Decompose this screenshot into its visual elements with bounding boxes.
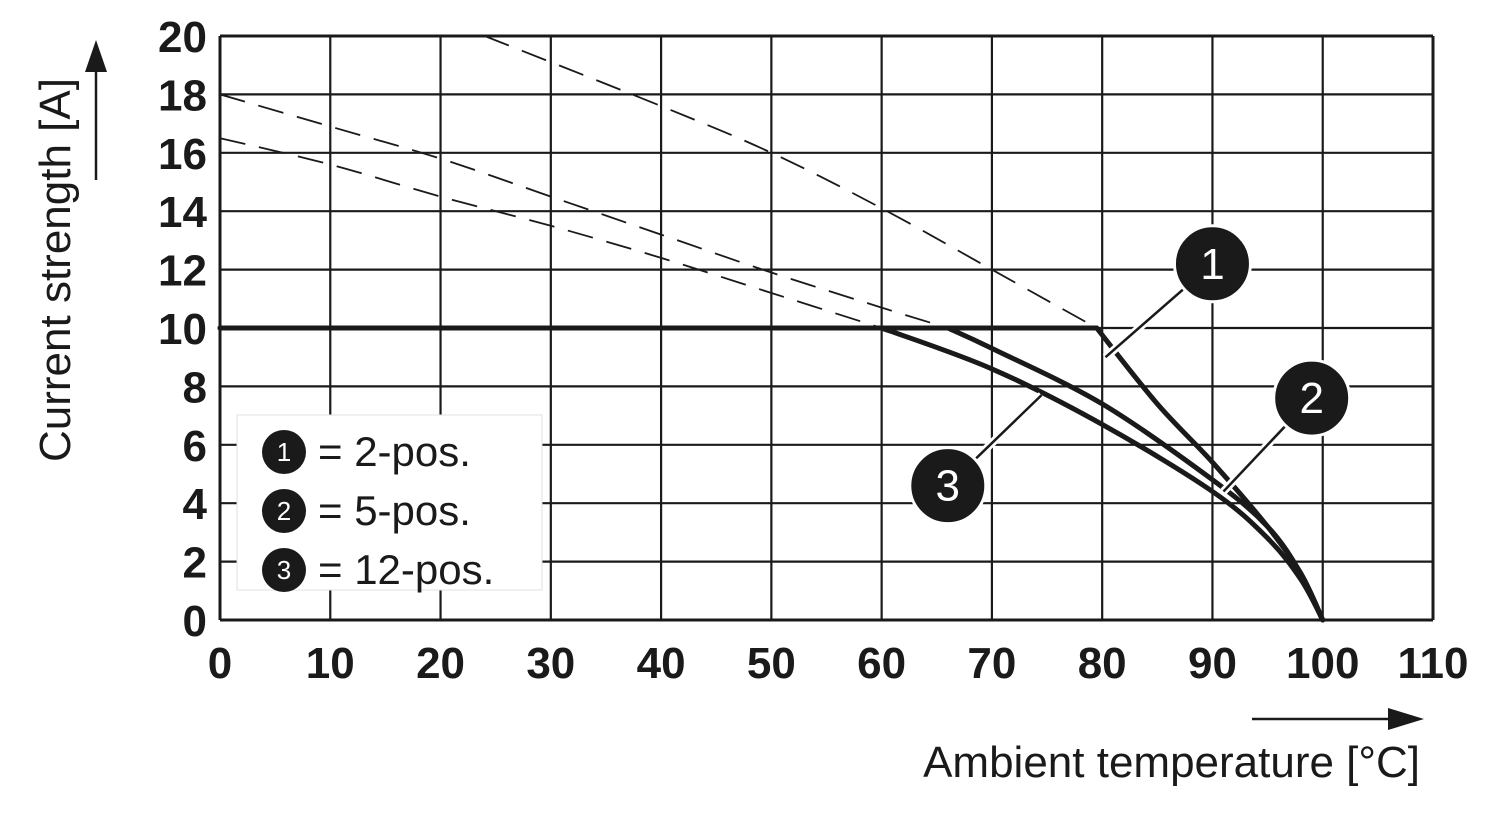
legend-label-2: = 5-pos. bbox=[318, 487, 471, 534]
x-tick-label: 40 bbox=[637, 639, 686, 688]
x-tick-label: 90 bbox=[1188, 639, 1237, 688]
legend-entry-1: 1 = 2-pos. bbox=[262, 428, 471, 475]
x-tick-label: 20 bbox=[416, 639, 465, 688]
y-tick-label: 14 bbox=[158, 188, 207, 237]
y-tick-label: 4 bbox=[183, 480, 208, 529]
y-tick-label: 16 bbox=[158, 130, 207, 179]
series-1-dashed-extension bbox=[484, 36, 1098, 329]
y-axis-title: Current strength [A] bbox=[31, 78, 80, 462]
series-3-curve bbox=[879, 325, 1326, 623]
series-lines bbox=[217, 325, 1326, 623]
x-axis-title: Ambient temperature [°C] bbox=[923, 738, 1420, 787]
y-tick-label: 8 bbox=[183, 363, 207, 412]
y-axis-arrow-head bbox=[85, 40, 107, 72]
legend-label-3: = 12-pos. bbox=[318, 546, 494, 593]
y-tick-label: 2 bbox=[183, 539, 207, 588]
y-tick-label: 6 bbox=[183, 422, 207, 471]
x-tick-label: 10 bbox=[306, 639, 355, 688]
x-axis-arrow-head bbox=[1388, 708, 1424, 730]
series-badge-1 bbox=[1172, 224, 1252, 304]
x-tick-label: 100 bbox=[1286, 639, 1359, 688]
y-tick-label: 18 bbox=[158, 71, 207, 120]
y-axis-title-group: Current strength [A] bbox=[31, 40, 107, 462]
series-badges: 1 2 3 bbox=[908, 224, 1352, 526]
y-tick-label: 0 bbox=[183, 597, 207, 646]
legend-badge-1-number: 1 bbox=[277, 437, 291, 467]
legend-badge-3 bbox=[262, 548, 306, 592]
legend-label-1: = 2-pos. bbox=[318, 428, 471, 475]
dashed-extensions bbox=[220, 36, 1098, 329]
x-axis-ticks: 0 10 20 30 40 50 60 70 80 90 100 110 bbox=[208, 639, 1469, 688]
y-tick-label: 20 bbox=[158, 13, 207, 62]
x-tick-label: 110 bbox=[1398, 639, 1469, 688]
x-tick-label: 30 bbox=[526, 639, 575, 688]
leader-lines bbox=[945, 260, 1315, 495]
y-axis-ticks: 0 2 4 6 8 10 12 14 16 18 20 bbox=[158, 13, 207, 646]
y-tick-label: 10 bbox=[158, 305, 207, 354]
series-badge-number-1: 1 bbox=[1200, 240, 1224, 289]
series-badge-2 bbox=[1272, 358, 1352, 438]
x-tick-label: 60 bbox=[857, 639, 906, 688]
legend-badge-2 bbox=[262, 489, 306, 533]
series-badge-number-3: 3 bbox=[936, 462, 960, 511]
x-axis-title-group: Ambient temperature [°C] bbox=[923, 708, 1424, 787]
legend: 1 = 2-pos. 2 = 5-pos. 3 = 12-pos. bbox=[236, 414, 543, 593]
series-badge-3 bbox=[908, 446, 988, 526]
legend-entry-3: 3 = 12-pos. bbox=[262, 546, 494, 593]
x-tick-label: 50 bbox=[747, 639, 796, 688]
legend-badge-2-number: 2 bbox=[277, 496, 291, 526]
y-tick-label: 12 bbox=[158, 247, 207, 296]
x-tick-label: 80 bbox=[1078, 639, 1127, 688]
legend-entry-2: 2 = 5-pos. bbox=[262, 487, 471, 534]
x-tick-label: 0 bbox=[208, 639, 232, 688]
series-badge-number-2: 2 bbox=[1299, 374, 1323, 423]
x-tick-label: 70 bbox=[967, 639, 1016, 688]
legend-badge-3-number: 3 bbox=[277, 555, 291, 585]
series-2-dashed-extension bbox=[220, 93, 949, 329]
legend-badge-1 bbox=[262, 430, 306, 474]
series-3-dashed-extension bbox=[220, 137, 882, 329]
series-2-curve bbox=[945, 325, 1326, 623]
